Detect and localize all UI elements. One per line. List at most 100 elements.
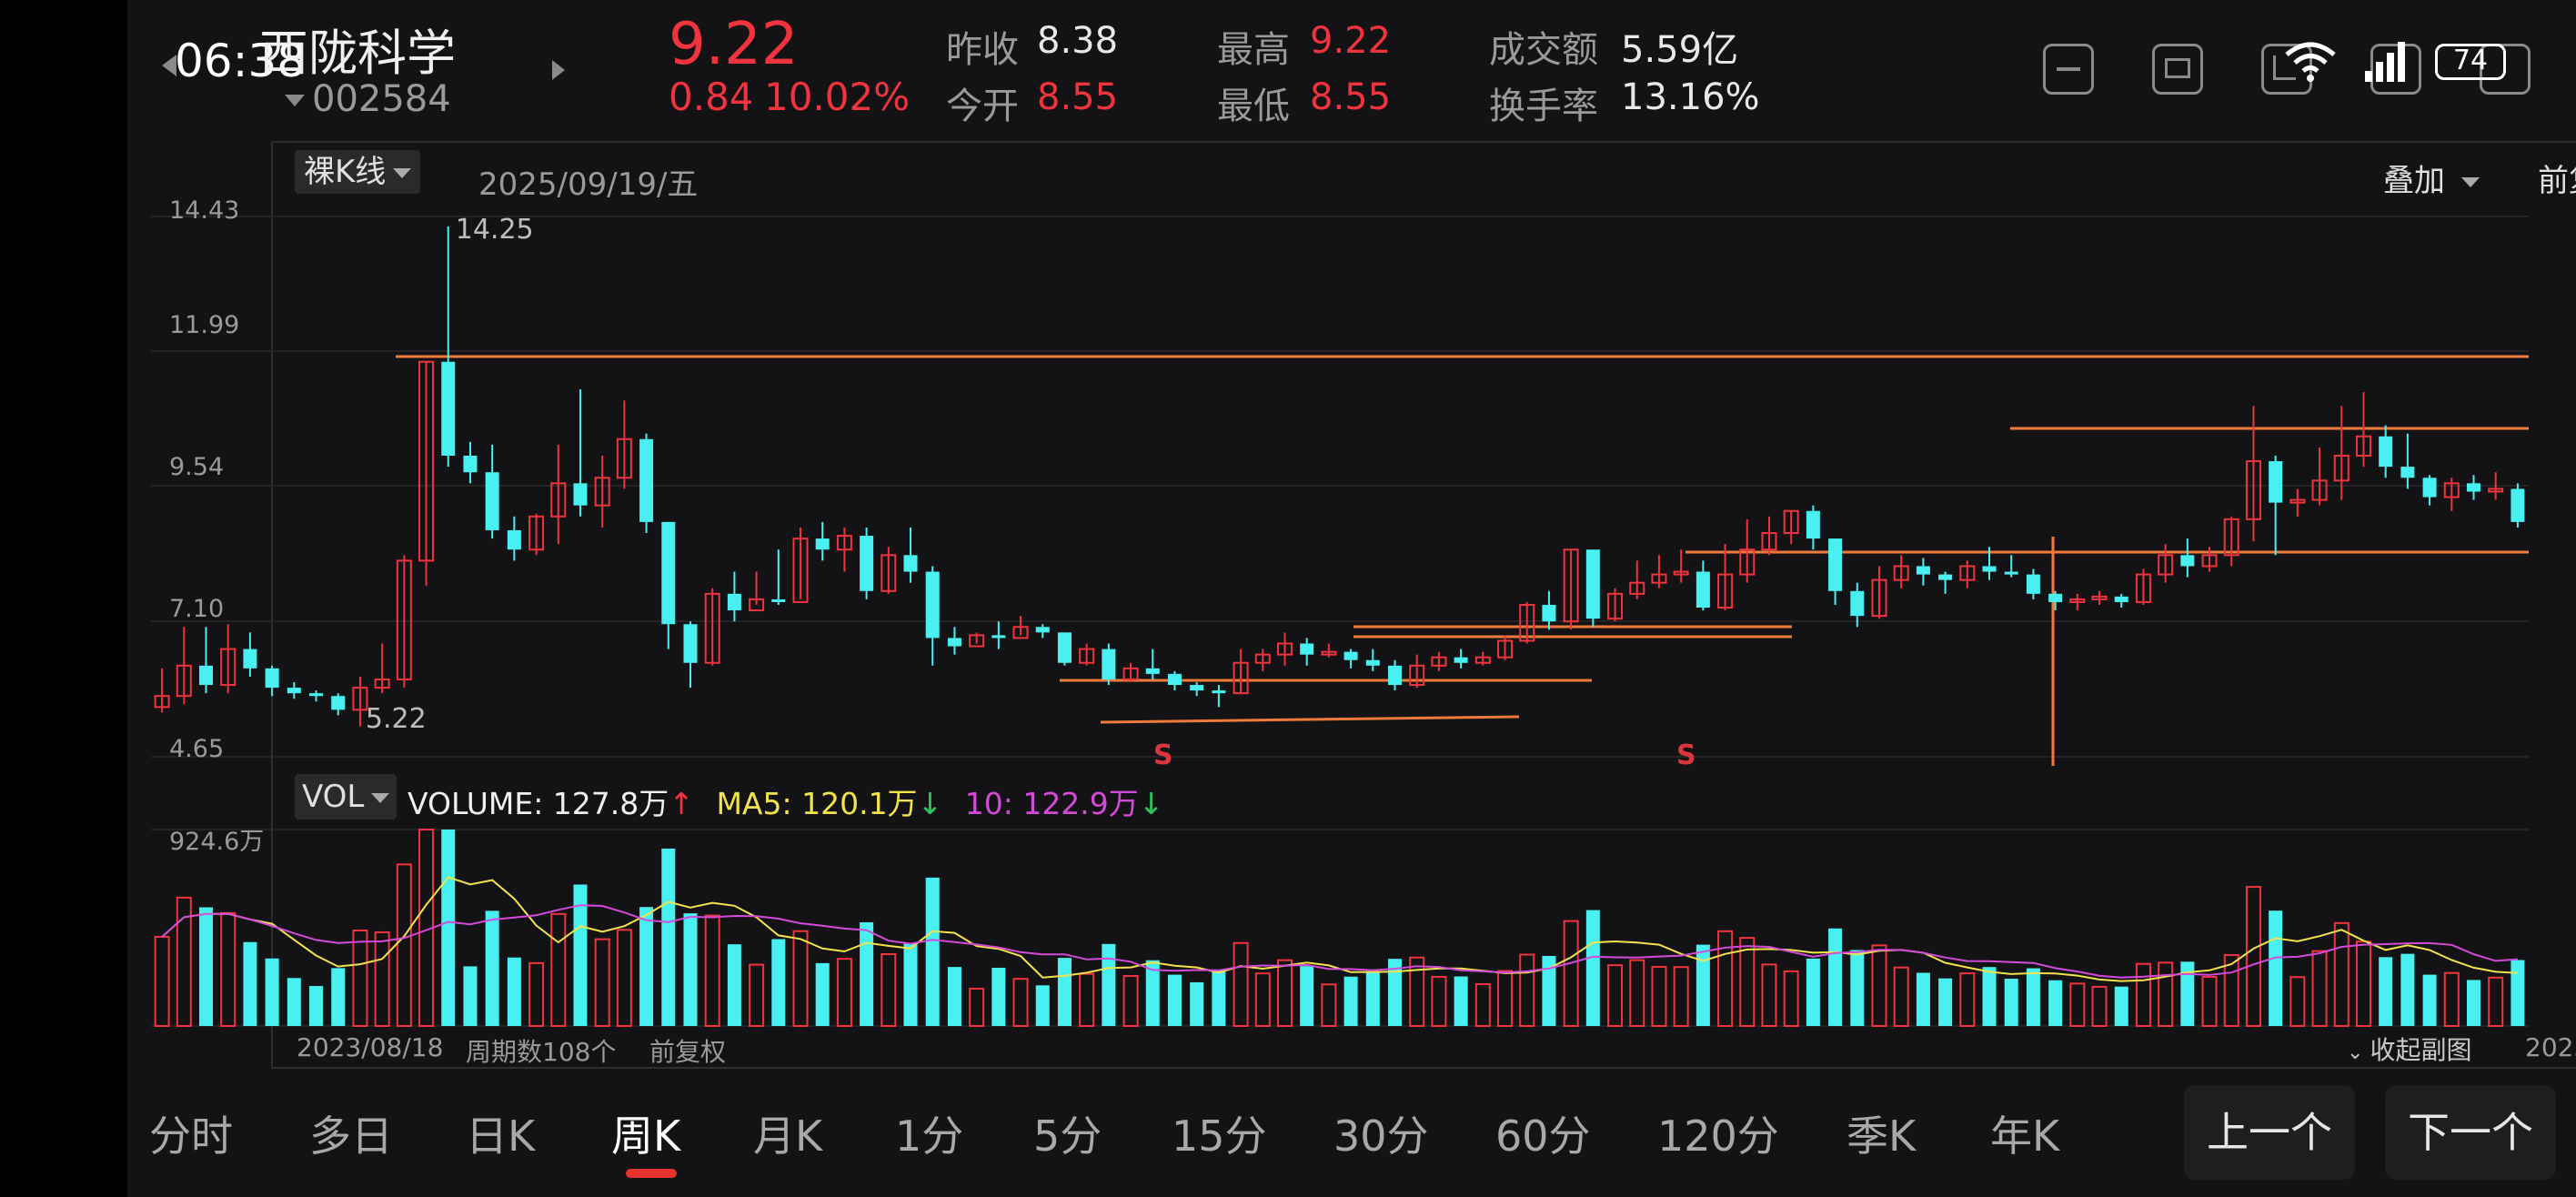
candle-body-up [594, 477, 610, 507]
back-arrow-icon[interactable] [162, 55, 176, 76]
layout-box-icon[interactable] [2480, 44, 2531, 95]
tab-1[interactable]: 多日 [309, 1112, 393, 1161]
volume-bar-up [154, 935, 170, 1028]
adjust-selector[interactable]: 前复权 [2538, 156, 2576, 200]
volume-bar-down [1542, 955, 1556, 1026]
volume-max-label: 924.6万 [169, 828, 264, 856]
footer-adjust: 前复权 [649, 1037, 727, 1067]
volume-arrow: ↑ [669, 786, 694, 821]
volume-bar-up [616, 929, 632, 1028]
volume-bar-up [2158, 961, 2174, 1027]
tab-2[interactable]: 日K [466, 1112, 536, 1161]
stock-name[interactable]: 西陇科学 [259, 25, 456, 82]
kline-type-selector[interactable]: 裸K线 [295, 150, 421, 194]
volume-bar-down [1850, 950, 1865, 1026]
overlay-selector[interactable]: 叠加 [2383, 156, 2480, 200]
volume-bar-up [2443, 971, 2460, 1028]
price-tick-label: 4.65 [169, 735, 224, 763]
volume-bar-down [1102, 943, 1116, 1026]
candle-body-up [2245, 460, 2261, 520]
volume-bar-down [1696, 944, 1710, 1026]
candle-body-down [265, 668, 279, 689]
tab-4[interactable]: 月K [753, 1112, 823, 1161]
volume-bar-up [1651, 965, 1667, 1027]
candle-body-down [2048, 593, 2063, 602]
candle-body-down [1365, 659, 1380, 666]
tab-12[interactable]: 年K [1990, 1112, 2060, 1161]
candle-body-up [374, 678, 390, 689]
volume-bar-down [1938, 978, 1953, 1026]
volume-bar-up [2069, 982, 2086, 1027]
tab-11[interactable]: 季K [1846, 1112, 1917, 1161]
tab-3[interactable]: 周K [611, 1112, 681, 1161]
candle-body-down [991, 635, 1006, 639]
candle-body-down [1388, 665, 1403, 686]
collapse-subchart-button[interactable]: ⌄ 收起副图 [2347, 1031, 2471, 1067]
candle-body-up [1563, 548, 1579, 623]
tab-8[interactable]: 30分 [1333, 1112, 1429, 1161]
volume-ma10-line [161, 904, 2518, 979]
volume-bar-up [749, 963, 765, 1028]
minus-box-icon[interactable] [2043, 44, 2094, 95]
tab-5[interactable]: 1分 [895, 1112, 964, 1161]
volume-bar-up [2201, 975, 2218, 1028]
candle-body-up [2311, 479, 2328, 501]
code-dropdown-icon[interactable] [285, 95, 305, 106]
chart-date: 2025/09/19/五 [478, 166, 699, 203]
screen-box-icon[interactable] [2152, 44, 2203, 95]
candle-body-down [1806, 510, 1820, 539]
volume-indicator-dropdown-icon [371, 793, 390, 803]
price-tick-label: 7.10 [169, 595, 224, 623]
next-stock-button[interactable]: 下一个 [2385, 1085, 2556, 1180]
kline-chart-panel[interactable]: 裸K线 2025/09/19/五 叠加 前复权 VOL VOLUME: 127.… [271, 141, 2576, 1069]
candle-body-up [836, 535, 852, 551]
price-tick-label: 14.43 [169, 196, 239, 225]
candle-body-down [2026, 574, 2040, 594]
candle-body-up [1651, 573, 1667, 584]
volume-indicator-selector[interactable]: VOL [295, 774, 397, 820]
candle-body-up [220, 648, 236, 687]
volume-bar-up [528, 961, 545, 1028]
volume-bar-up [2223, 953, 2239, 1028]
candle-body-down [771, 598, 786, 602]
volume-bar-up [176, 896, 192, 1027]
candle-body-down [2422, 478, 2437, 498]
volume-bar-down [507, 957, 521, 1026]
volume-bar-down [2026, 968, 2040, 1026]
volume-bar-down [243, 941, 257, 1026]
candle-body-down [573, 483, 588, 506]
tab-10[interactable]: 120分 [1657, 1112, 1779, 1161]
prev-stock-button[interactable]: 上一个 [2184, 1085, 2355, 1180]
volume-bar-up [1783, 970, 1799, 1027]
volume-bar-down [860, 921, 874, 1026]
volume-bar-down [2004, 978, 2018, 1026]
next-stock-arrow-icon[interactable] [552, 60, 565, 80]
tab-7[interactable]: 15分 [1172, 1112, 1267, 1161]
candle-body-up [1607, 592, 1624, 620]
tab-0[interactable]: 分时 [149, 1112, 233, 1161]
volume-bar-down [1806, 958, 1820, 1026]
volume-bar-up [704, 914, 720, 1027]
candle-body-up [1673, 570, 1689, 576]
tab-9[interactable]: 60分 [1495, 1112, 1591, 1161]
candle-body-up [749, 598, 765, 612]
candle-body-up [1871, 578, 1887, 618]
candle-body-up [1233, 661, 1249, 695]
candle-body-down [1102, 649, 1116, 679]
candle-body-down [2466, 483, 2480, 492]
tab-6[interactable]: 5分 [1033, 1112, 1102, 1161]
kline-type-dropdown-icon [393, 168, 412, 178]
candle-body-down [2379, 436, 2393, 468]
candle-body-down [1938, 574, 1953, 580]
candle-body-down [1454, 657, 1468, 663]
volume-bar-up [1122, 975, 1139, 1027]
volume-bar-down [2422, 974, 2437, 1026]
candle-body-down [463, 455, 478, 473]
candle-body-up [792, 538, 809, 603]
volume-bar-up [836, 958, 852, 1028]
candle-body-up [1629, 581, 1645, 595]
volume-bar-up [792, 930, 809, 1028]
volume-bar-down [2114, 986, 2128, 1026]
more-box-icon[interactable] [2370, 44, 2421, 95]
kline-chart-canvas[interactable]: 14.43 11.99 9.54 7.10 4.65 924.6万 14.25 5.22 S S [127, 0, 2576, 1197]
